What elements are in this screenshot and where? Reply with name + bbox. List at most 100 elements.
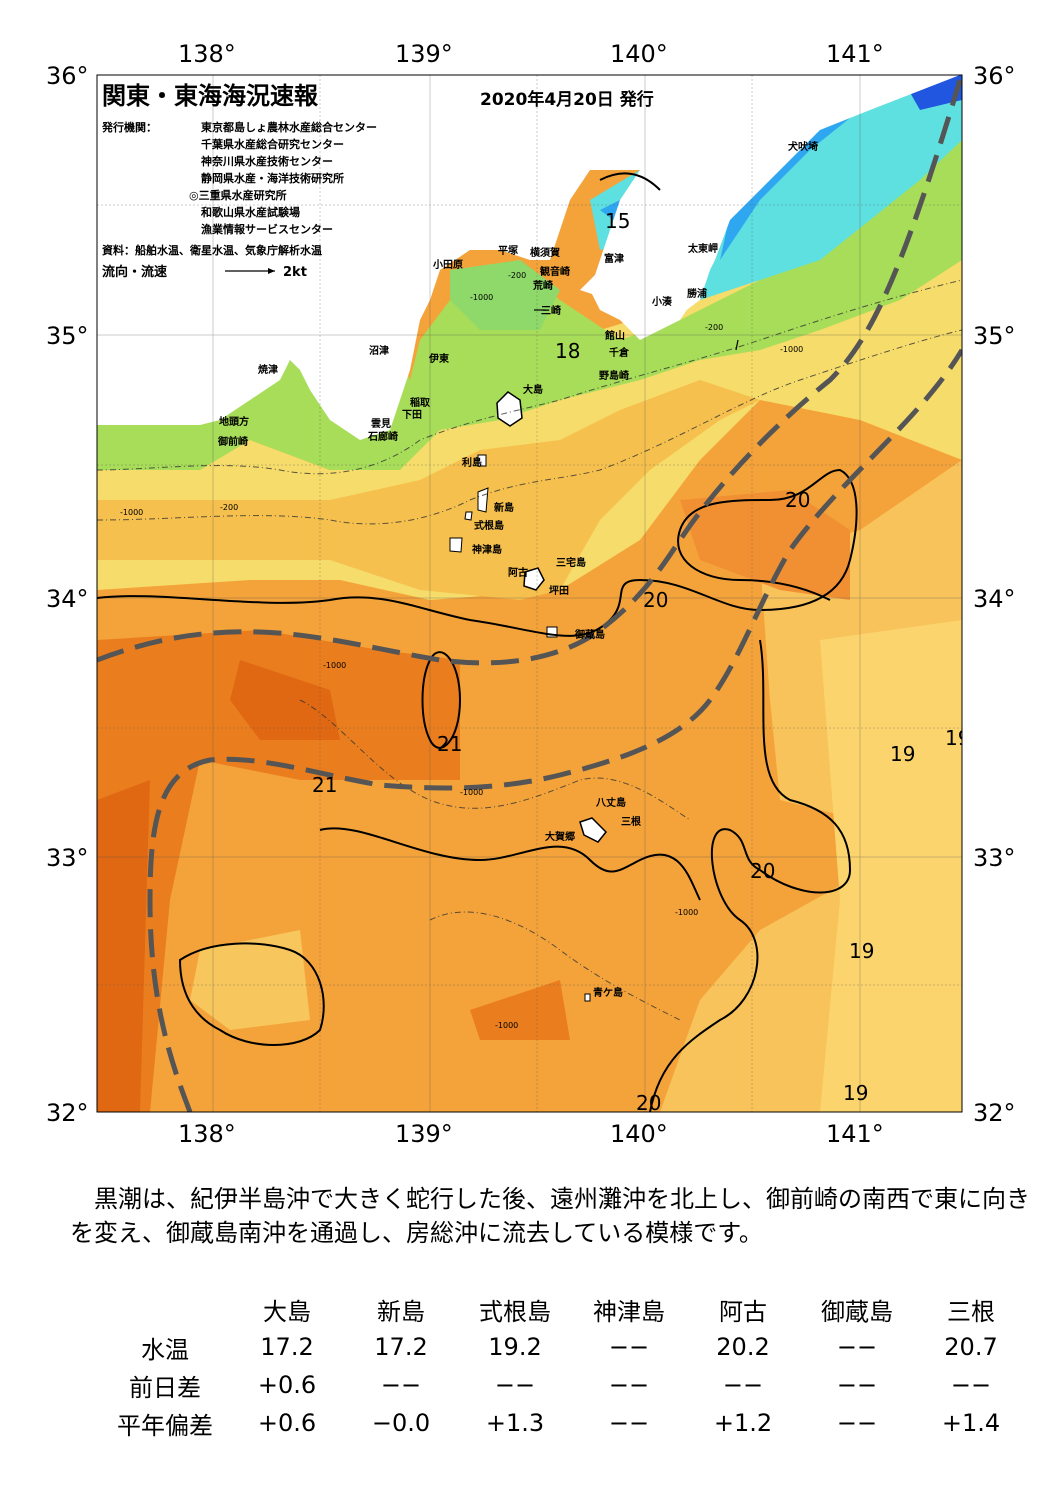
table-cell: −−: [722, 1371, 764, 1399]
island-kozushima: [449, 537, 463, 553]
island-oshima: [496, 391, 523, 427]
table-cell: 17.2: [374, 1333, 428, 1361]
map-svg: 15 18 20 20 21 21 19 19 20 19 19 20 -200…: [46, 40, 1016, 1148]
lon-tick-label: 138°: [178, 40, 236, 68]
column-header: 阿古: [719, 1297, 767, 1326]
isotherm-21-loop: [421, 651, 462, 749]
place-label: 太東岬: [687, 242, 718, 255]
place-label: 小田原: [432, 258, 463, 271]
place-label: 三根: [621, 815, 641, 828]
depth-label: -200: [508, 271, 526, 280]
depth-label: -1000: [675, 908, 698, 917]
map-title: 関東・東海海況速報: [102, 82, 319, 110]
kuroshio-outer: [147, 348, 962, 1112]
issue-date: 2020年4月20日 発行: [480, 89, 654, 110]
cool-eddy-s: [190, 930, 310, 1030]
graticule: [97, 75, 962, 1112]
isotherm-label: 15: [605, 209, 630, 233]
place-names: 犬吠埼 太東岬 勝浦 小湊 館山 千倉 野島崎 富津 横須賀 観音崎 荒崎 三崎…: [217, 140, 818, 999]
isotherm-label-group: 15 18 20 20 21 21 19 19 20 19 19 20: [312, 209, 962, 1115]
table-cell: 17.2: [260, 1333, 314, 1361]
map-header: 関東・東海海況速報 2020年4月20日 発行 発行機関： 東京都島しょ農林水産…: [101, 82, 654, 280]
column-header: 式根島: [479, 1297, 551, 1326]
transition-band: [97, 380, 760, 600]
place-label: 坪田: [549, 584, 569, 597]
table-cell: +1.3: [485, 1409, 545, 1437]
column-header: 御蔵島: [821, 1297, 893, 1326]
depth-label: -1000: [120, 508, 143, 517]
issuer-name: 和歌山県水産試験場: [201, 205, 300, 219]
legend-label: 流向・流速: [102, 264, 167, 280]
isotherm-label: 20: [636, 1091, 661, 1115]
place-label: 三崎: [541, 304, 561, 317]
lon-tick-label: 139°: [395, 40, 453, 68]
lat-axis-left: 36° 35° 34° 33° 32°: [46, 62, 89, 1127]
table-cell: 19.2: [488, 1333, 542, 1361]
place-label: 御蔵島: [574, 628, 605, 641]
warm-core-sw2: [230, 660, 340, 740]
place-label: 横須賀: [530, 246, 560, 259]
lat-tick-label: 35°: [46, 322, 89, 350]
lat-tick-label: 34°: [973, 585, 1016, 613]
column-header: 大島: [263, 1297, 311, 1326]
cold-water-ne: [700, 75, 962, 300]
place-label: 三宅島: [556, 556, 586, 569]
isotherm-loop-s: [178, 942, 325, 1046]
row-header: 前日差: [129, 1373, 201, 1402]
place-label: 平塚: [498, 244, 518, 257]
isotherm-20-north: [97, 468, 858, 637]
lat-tick-label: 33°: [973, 844, 1016, 872]
place-label: 荒崎: [532, 279, 553, 292]
place-label: 神津島: [472, 543, 502, 556]
place-label: 阿古: [508, 566, 528, 579]
place-label: 焼津: [258, 363, 278, 376]
warm-eddy-ne: [680, 490, 850, 600]
column-header: 三根: [947, 1297, 995, 1326]
issuer-name: 千葉県水産総合研究センター: [201, 137, 344, 151]
table-cell: −−: [950, 1371, 992, 1399]
isotherm-label: 21: [437, 732, 462, 756]
place-label: 式根島: [474, 519, 504, 532]
kuroshio-axis: [97, 79, 962, 1112]
issuer-label: 発行機関：: [101, 120, 157, 134]
island-aogashima: [584, 993, 591, 1002]
depth-label: -200: [220, 503, 238, 512]
place-label: 沼津: [369, 344, 389, 357]
row-header: 水温: [141, 1335, 189, 1364]
cool-zone-east2: [820, 620, 962, 1112]
table-cell: +0.6: [257, 1409, 317, 1437]
lat-axis-right: 36° 35° 34° 33° 32°: [973, 62, 1016, 1127]
table-cell: −−: [608, 1371, 650, 1399]
table-cell: 20.2: [716, 1333, 770, 1361]
table-header-row: 大島 新島 式根島 神津島 阿古 御蔵島 三根: [100, 1290, 1040, 1328]
lon-tick-label: 141°: [826, 1120, 884, 1148]
issuer-name: 静岡県水産・海洋技術研究所: [201, 171, 344, 185]
map-frame: [96, 74, 963, 1113]
table-cell: 20.7: [944, 1333, 998, 1361]
isotherm-20-east: [649, 639, 852, 1112]
isotherm-label: 18: [555, 339, 580, 363]
table-cell: −−: [380, 1371, 422, 1399]
warm-core-w: [97, 780, 150, 1112]
isotherms: [97, 172, 858, 1112]
sagami-bay: [450, 260, 560, 330]
depth-label: -1000: [323, 661, 346, 670]
isotherm-label: 20: [643, 588, 668, 612]
lon-tick-label: 140°: [610, 40, 668, 68]
place-label: 地頭方: [219, 415, 249, 428]
place-label: 八丈島: [595, 796, 626, 809]
table-cell: −−: [836, 1409, 878, 1437]
table-row: 前日差 +0.6 −− −− −− −− −− −−: [100, 1366, 1040, 1404]
isotherm-label: 21: [312, 773, 337, 797]
isotherm-label: 20: [785, 488, 810, 512]
warm-eddy-s: [470, 980, 570, 1040]
place-label: 雲見: [371, 418, 391, 430]
map-area: 15 18 20 20 21 21 19 19 20 19 19 20 -200…: [97, 75, 962, 1115]
depth-label: -1000: [460, 788, 483, 797]
place-label: 大島: [523, 383, 543, 396]
place-label: 御前崎: [217, 435, 248, 448]
lat-tick-label: 36°: [46, 62, 89, 90]
depth-label: -1000: [470, 293, 493, 302]
place-label: 小湊: [651, 295, 673, 308]
isotherm-15: [599, 172, 661, 191]
